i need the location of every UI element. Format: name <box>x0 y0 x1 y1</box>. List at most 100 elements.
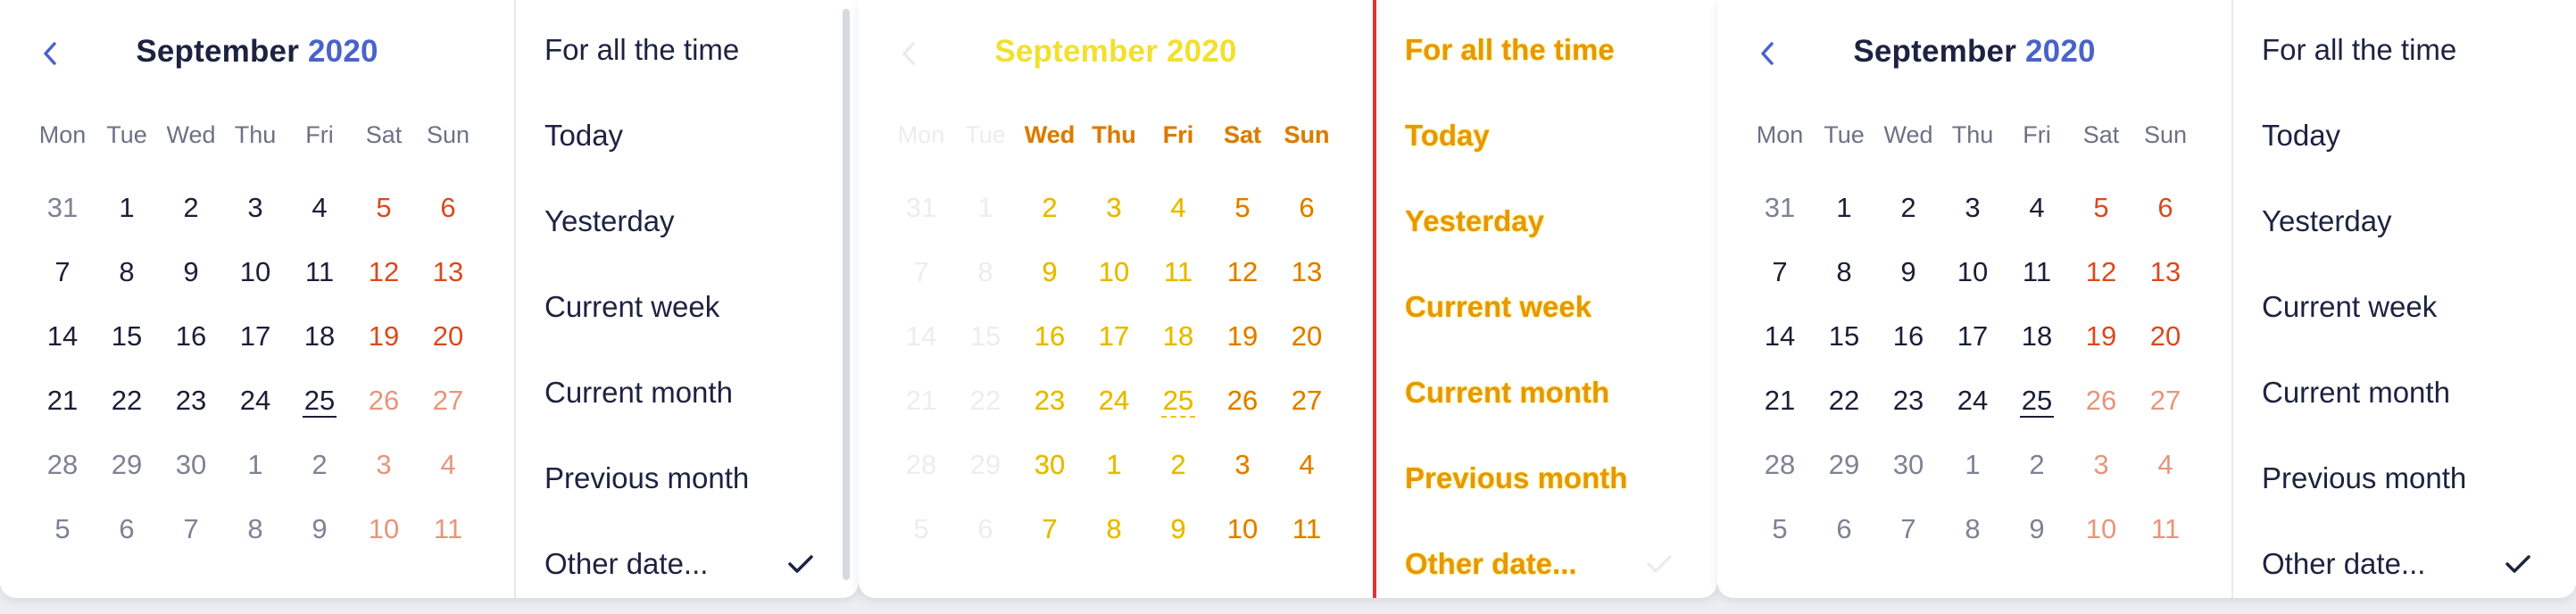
day-cell[interactable]: 5 <box>376 192 392 223</box>
day-cell[interactable]: 16 <box>1892 320 1924 352</box>
day-cell[interactable]: 27 <box>432 385 464 416</box>
day-cell[interactable]: 3 <box>2093 449 2109 480</box>
day-cell[interactable]: 13 <box>432 256 464 287</box>
day-cell[interactable]: 6 <box>977 513 993 544</box>
day-cell[interactable]: 5 <box>1234 192 1251 223</box>
day-cell[interactable]: 13 <box>2149 256 2181 287</box>
day-cell[interactable]: 6 <box>2157 192 2173 223</box>
day-cell[interactable]: 1 <box>247 449 263 480</box>
day-cell[interactable]: 8 <box>1836 256 1852 287</box>
day-cell[interactable]: 31 <box>46 192 79 223</box>
day-cell[interactable]: 15 <box>1828 320 1860 352</box>
day-cell[interactable]: 23 <box>1892 385 1924 416</box>
option-current-month[interactable]: Current month <box>2262 376 2450 409</box>
day-cell[interactable]: 15 <box>111 320 143 352</box>
day-cell[interactable]: 10 <box>368 513 400 544</box>
prev-month-button[interactable] <box>891 36 927 71</box>
day-cell[interactable]: 7 <box>1900 513 1916 544</box>
day-cell[interactable]: 14 <box>1764 320 1796 352</box>
day-cell[interactable]: 21 <box>1764 385 1796 416</box>
option-yesterday[interactable]: Yesterday <box>544 204 675 237</box>
day-cell[interactable]: 24 <box>239 385 271 416</box>
day-cell[interactable]: 27 <box>1291 385 1323 416</box>
day-cell-today[interactable]: 25 <box>1146 380 1210 421</box>
option-current-week[interactable]: Current week <box>544 290 720 323</box>
option-today[interactable]: Today <box>544 119 624 152</box>
day-cell[interactable]: 10 <box>1957 256 1989 287</box>
day-cell[interactable]: 9 <box>312 513 328 544</box>
day-cell[interactable]: 24 <box>1098 385 1130 416</box>
day-cell[interactable]: 4 <box>1170 192 1186 223</box>
day-cell[interactable]: 21 <box>905 385 937 416</box>
option-today[interactable]: Today <box>1405 119 1490 152</box>
day-cell[interactable]: 10 <box>1098 256 1130 287</box>
option-all-time[interactable]: For all the time <box>544 33 740 66</box>
day-cell[interactable]: 17 <box>1098 320 1130 352</box>
day-cell[interactable]: 16 <box>1034 320 1066 352</box>
option-all-time[interactable]: For all the time <box>1405 33 1615 66</box>
day-cell[interactable]: 26 <box>368 385 400 416</box>
option-current-week[interactable]: Current week <box>1405 290 1592 323</box>
option-previous-month[interactable]: Previous month <box>2262 461 2467 494</box>
day-cell[interactable]: 31 <box>905 192 937 223</box>
day-cell[interactable]: 17 <box>239 320 271 352</box>
day-cell[interactable]: 13 <box>1291 256 1323 287</box>
day-cell[interactable]: 1 <box>1965 449 1981 480</box>
option-current-month[interactable]: Current month <box>544 376 733 409</box>
day-cell[interactable]: 19 <box>2085 320 2117 352</box>
day-cell[interactable]: 3 <box>247 192 263 223</box>
day-cell[interactable]: 29 <box>111 449 143 480</box>
day-cell[interactable]: 18 <box>303 320 336 352</box>
day-cell[interactable]: 12 <box>1226 256 1259 287</box>
option-previous-month[interactable]: Previous month <box>1405 461 1628 494</box>
scrollbar[interactable] <box>843 9 850 580</box>
day-cell[interactable]: 5 <box>54 513 71 544</box>
day-cell[interactable]: 8 <box>119 256 135 287</box>
day-cell[interactable]: 4 <box>440 449 456 480</box>
day-cell[interactable]: 7 <box>54 256 71 287</box>
prev-month-button[interactable] <box>32 36 68 71</box>
day-cell[interactable]: 1 <box>977 192 993 223</box>
day-cell[interactable]: 9 <box>1042 256 1058 287</box>
day-cell[interactable]: 28 <box>46 449 79 480</box>
day-cell[interactable]: 9 <box>1900 256 1916 287</box>
day-cell[interactable]: 23 <box>175 385 207 416</box>
day-cell[interactable]: 9 <box>183 256 199 287</box>
day-cell[interactable]: 15 <box>969 320 1001 352</box>
day-cell[interactable]: 30 <box>1034 449 1066 480</box>
option-other-date[interactable]: Other date... <box>1405 537 1699 591</box>
day-cell[interactable]: 19 <box>1226 320 1259 352</box>
day-cell[interactable]: 18 <box>1162 320 1194 352</box>
day-cell[interactable]: 3 <box>1106 192 1122 223</box>
day-cell[interactable]: 12 <box>2085 256 2117 287</box>
day-cell[interactable]: 11 <box>2022 256 2052 287</box>
day-cell[interactable]: 11 <box>1292 513 1322 544</box>
day-cell[interactable]: 10 <box>2085 513 2117 544</box>
day-cell[interactable]: 5 <box>1772 513 1788 544</box>
day-cell[interactable]: 26 <box>1226 385 1259 416</box>
option-yesterday[interactable]: Yesterday <box>1405 204 1544 237</box>
day-cell[interactable]: 2 <box>2029 449 2045 480</box>
day-cell[interactable]: 2 <box>1042 192 1058 223</box>
day-cell[interactable]: 29 <box>1828 449 1860 480</box>
day-cell[interactable]: 12 <box>368 256 400 287</box>
day-cell[interactable]: 4 <box>312 192 328 223</box>
day-cell[interactable]: 7 <box>1772 256 1788 287</box>
day-cell[interactable]: 9 <box>2029 513 2045 544</box>
day-cell[interactable]: 5 <box>2093 192 2109 223</box>
day-cell[interactable]: 29 <box>969 449 1001 480</box>
day-cell[interactable]: 1 <box>119 192 135 223</box>
day-cell[interactable]: 21 <box>46 385 79 416</box>
day-cell[interactable]: 8 <box>1106 513 1122 544</box>
option-yesterday[interactable]: Yesterday <box>2262 204 2392 237</box>
day-cell[interactable]: 7 <box>1042 513 1058 544</box>
day-cell[interactable]: 11 <box>2150 513 2181 544</box>
day-cell[interactable]: 16 <box>175 320 207 352</box>
day-cell[interactable]: 14 <box>46 320 79 352</box>
day-cell[interactable]: 11 <box>1163 256 1193 287</box>
day-cell[interactable]: 3 <box>376 449 392 480</box>
day-cell[interactable]: 31 <box>1764 192 1796 223</box>
day-cell-today[interactable]: 25 <box>287 380 352 421</box>
day-cell[interactable]: 10 <box>1226 513 1259 544</box>
option-other-date[interactable]: Other date... <box>2262 537 2558 591</box>
